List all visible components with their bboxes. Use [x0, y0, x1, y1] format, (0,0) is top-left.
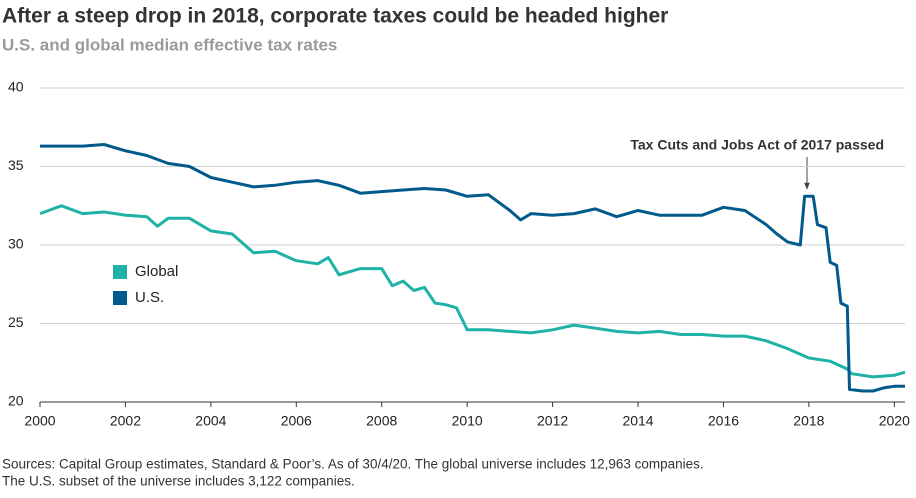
y-tick-label: 20: [8, 393, 24, 409]
x-tick-label: 2006: [281, 413, 312, 429]
x-tick-label: 2018: [793, 413, 824, 429]
annotation: Tax Cuts and Jobs Act of 2017 passed: [630, 137, 884, 153]
x-tick-label: 2016: [708, 413, 739, 429]
x-tick-label: 2000: [24, 413, 55, 429]
y-tick-label: 30: [8, 236, 24, 252]
x-tick-label: 2004: [195, 413, 226, 429]
x-tick-label: 2008: [366, 413, 397, 429]
y-tick-label: 40: [8, 79, 24, 95]
x-tick-label: 2010: [452, 413, 483, 429]
series-line: [39, 204, 906, 379]
source-note: The U.S. subset of the universe includes…: [2, 474, 355, 489]
x-tick-label: 2002: [110, 413, 141, 429]
legend-label: U.S.: [135, 289, 164, 306]
chart-subtitle: U.S. and global median effective tax rat…: [2, 35, 337, 54]
legend-swatch: [113, 265, 127, 279]
y-tick-label: 35: [8, 157, 24, 173]
x-tick-label: 2012: [537, 413, 568, 429]
y-tick-label: 25: [8, 314, 24, 330]
legend-label: Global: [135, 263, 178, 280]
x-tick-label: 2020: [879, 413, 910, 429]
chart-title: After a steep drop in 2018, corporate ta…: [2, 5, 668, 28]
series-line: [40, 143, 905, 393]
legend-swatch: [113, 291, 127, 305]
source-note: Sources: Capital Group estimates, Standa…: [2, 457, 704, 472]
x-tick-label: 2014: [622, 413, 653, 429]
